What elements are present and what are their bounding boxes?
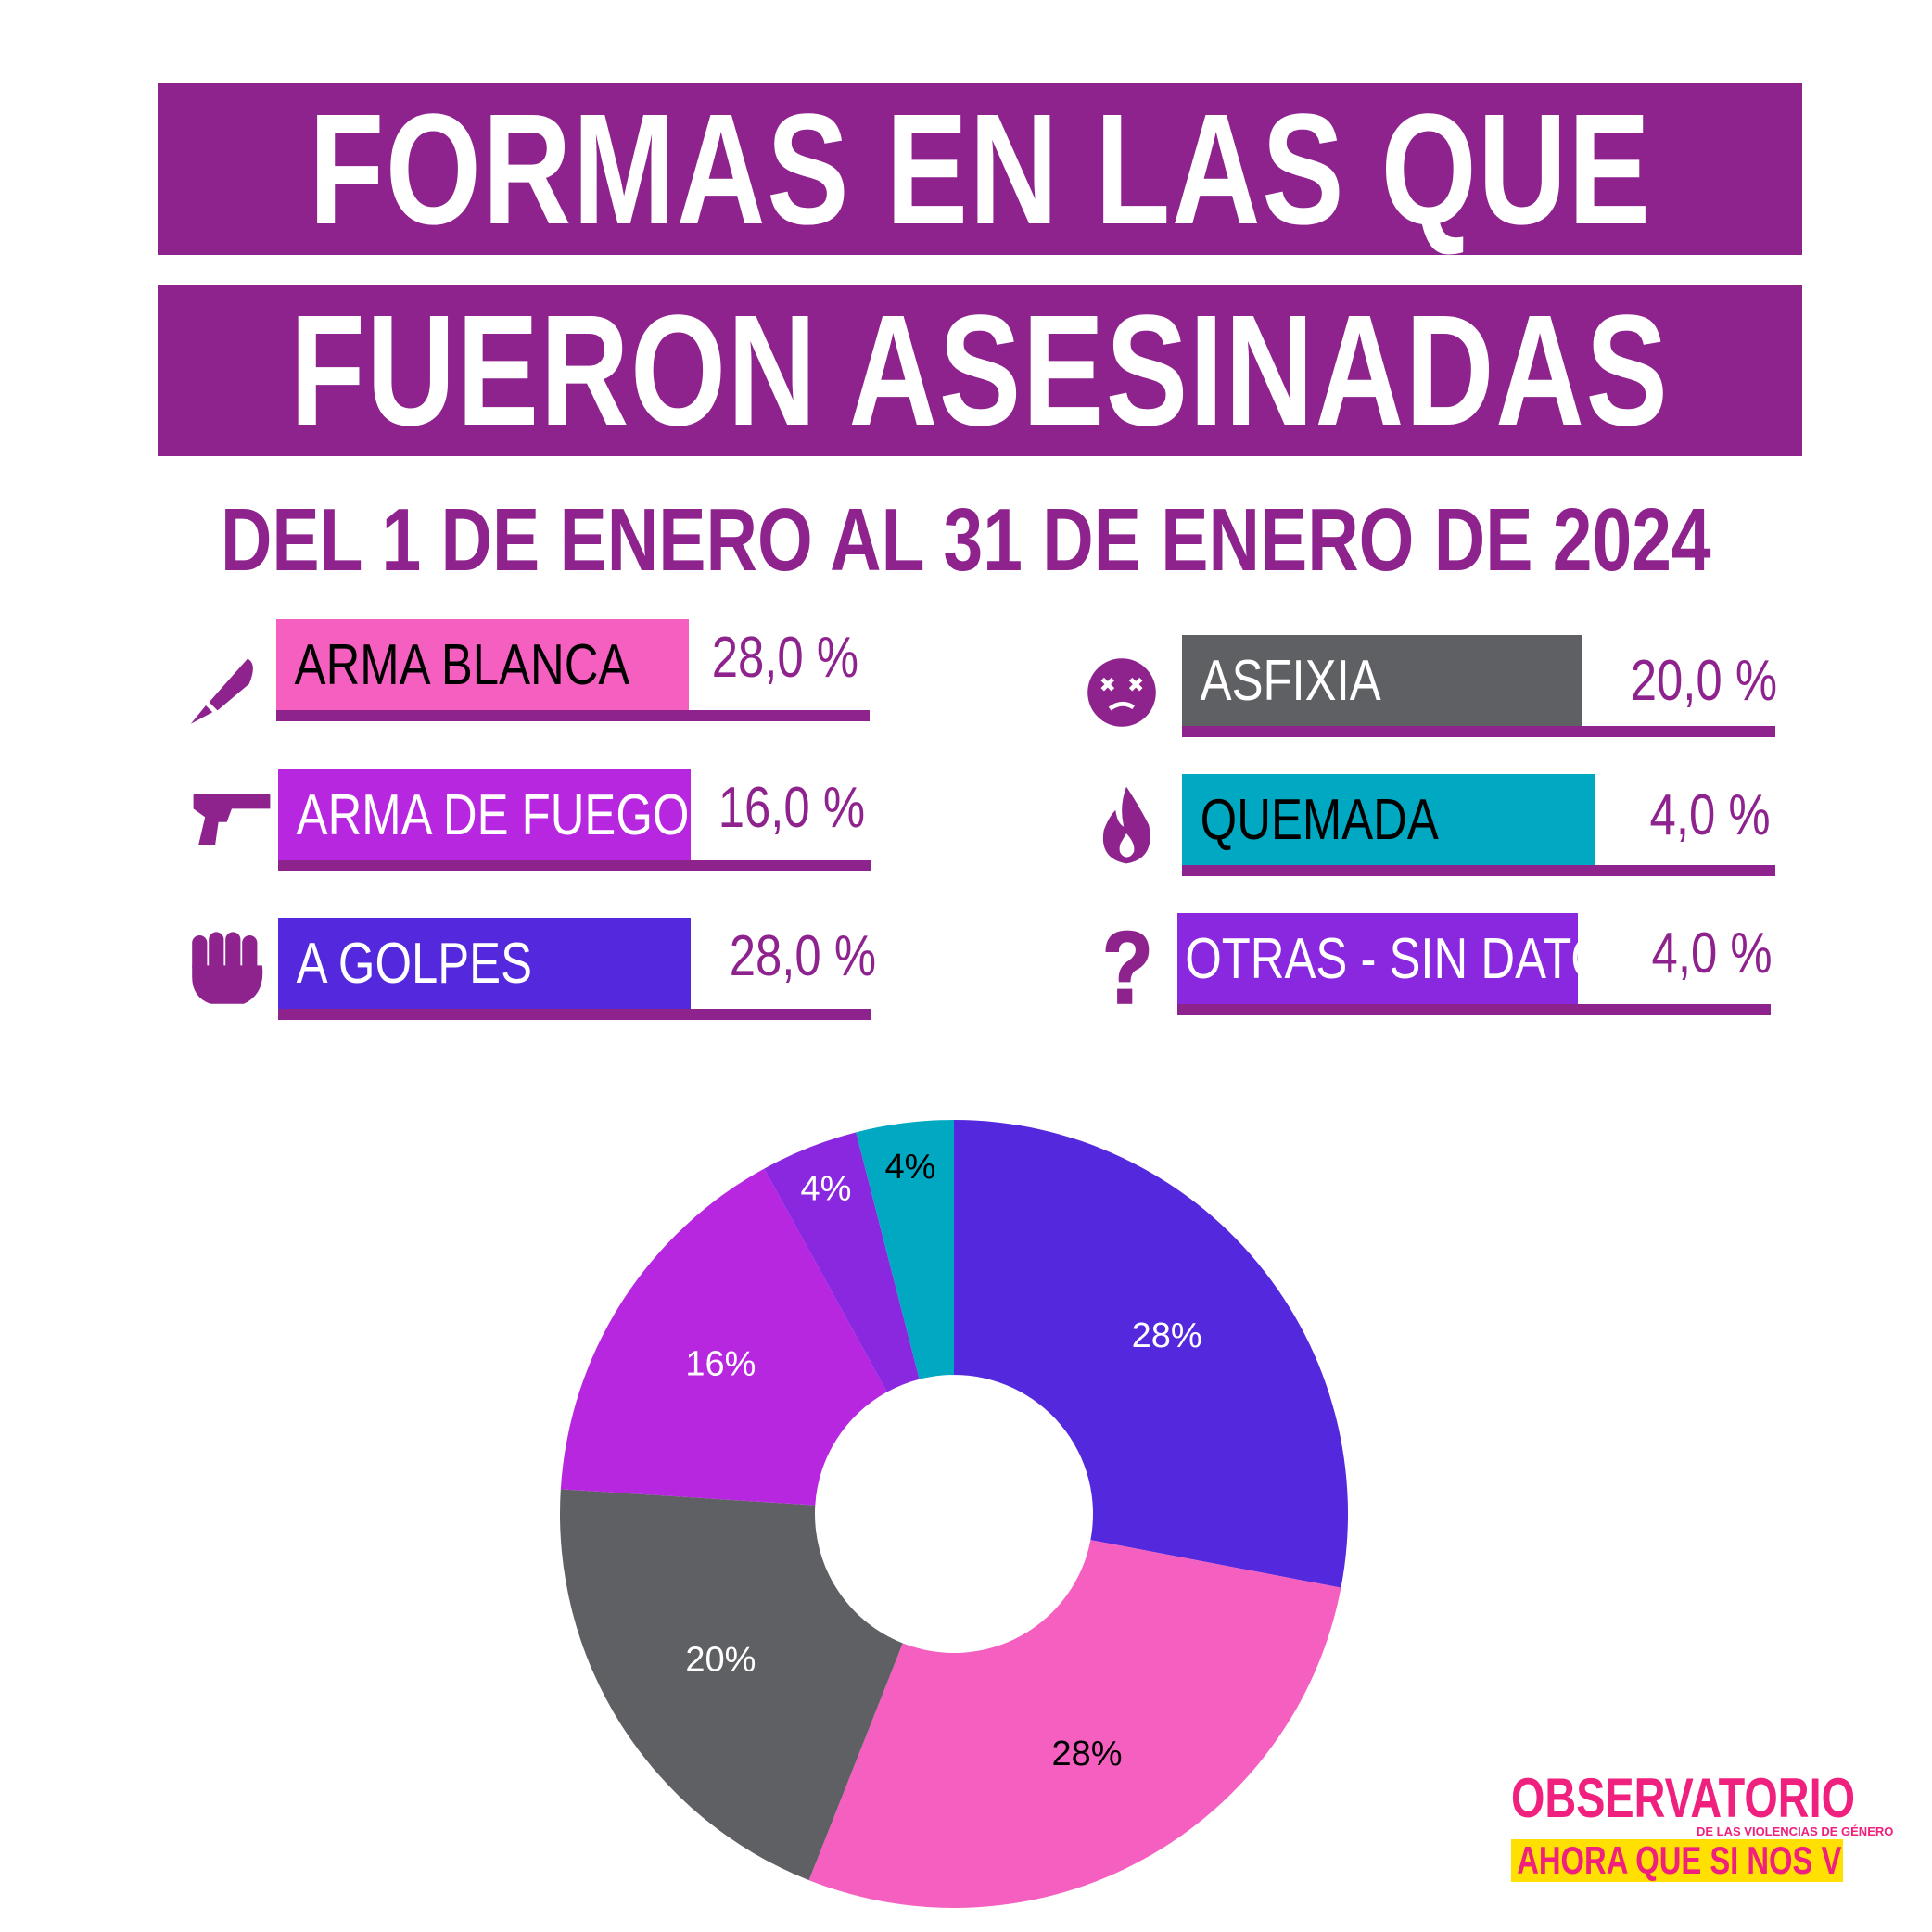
legend-percent: 4,0 % — [1651, 921, 1773, 985]
legend-row-otras-sin-datos: OTRAS - SIN DATOS 4,0 % — [1085, 913, 1780, 1015]
title-band-1: FORMAS EN LAS QUE — [158, 83, 1802, 255]
legend-percent: 28,0 % — [729, 923, 876, 988]
dizzy-face-icon — [1085, 655, 1159, 730]
logo-title: OBSERVATORIO — [1511, 1767, 1855, 1829]
legend-row-asfixia: ASFIXIA 20,0 % — [1085, 635, 1780, 737]
legend-label: A GOLPES — [296, 931, 533, 996]
legend-label: ARMA DE FUEGO — [296, 782, 690, 847]
slice-asfixia — [560, 1489, 903, 1881]
legend-percent: 28,0 % — [711, 625, 858, 690]
logo-slogan: AHORA QUE SI NOS VEN — [1511, 1839, 1843, 1882]
observatorio-logo: OBSERVATORIO DE LAS VIOLENCIAS DE GÉNERO… — [1511, 1771, 1893, 1882]
slice-arma-de-fuego — [560, 1168, 887, 1506]
subtitle: DEL 1 DE ENERO AL 31 DE ENERO DE 2024 — [0, 496, 1932, 585]
slice-label: 4% — [885, 1148, 936, 1187]
legend-underline — [278, 1009, 871, 1020]
legend-label: QUEMADA — [1200, 787, 1439, 852]
logo-subtitle: DE LAS VIOLENCIAS DE GÉNERO — [1697, 1824, 1894, 1838]
legend-label: ASFIXIA — [1200, 648, 1381, 713]
legend-underline — [278, 860, 871, 871]
slice-label: 28% — [1132, 1316, 1202, 1355]
legend-label-box: ARMA DE FUEGO — [278, 769, 691, 860]
slice-otras-sin-datos — [764, 1132, 920, 1392]
legend-percent: 4,0 % — [1649, 782, 1771, 847]
legend-label-box: A GOLPES — [278, 918, 691, 1009]
slice-quemada — [856, 1120, 954, 1379]
legend-underline — [1182, 726, 1775, 737]
question-icon — [1094, 927, 1159, 1010]
pistol-icon — [190, 779, 273, 862]
title-line-2: FUERON ASESINADAS — [290, 282, 1670, 459]
legend-underline — [276, 710, 870, 721]
slice-label: 16% — [685, 1344, 756, 1383]
knife-icon — [181, 647, 264, 731]
date-range: DEL 1 DE ENERO AL 31 DE ENERO DE 2024 — [221, 490, 1711, 590]
legend-underline — [1182, 865, 1775, 876]
legend-label: ARMA BLANCA — [294, 632, 630, 697]
title-band-2: FUERON ASESINADAS — [158, 285, 1802, 456]
legend-row-a-golpes: A GOLPES 28,0 % — [181, 918, 876, 1020]
slice-label: 20% — [685, 1641, 756, 1680]
legend-row-arma-de-fuego: ARMA DE FUEGO 16,0 % — [181, 769, 876, 871]
slice-arma-blanca — [808, 1540, 1341, 1908]
legend-percent: 16,0 % — [718, 775, 865, 840]
legend-label-box: QUEMADA — [1182, 774, 1595, 865]
legend-underline — [1177, 1004, 1771, 1015]
legend-percent: 20,0 % — [1630, 648, 1777, 713]
legend-label: OTRAS - SIN DATOS — [1185, 926, 1578, 991]
legend-label-box: ASFIXIA — [1182, 635, 1582, 726]
slice-label: 4% — [800, 1169, 851, 1208]
legend-label-box: OTRAS - SIN DATOS — [1177, 913, 1578, 1004]
legend-row-arma-blanca: ARMA BLANCA 28,0 % — [181, 619, 876, 724]
title-line-1: FORMAS EN LAS QUE — [308, 81, 1652, 258]
fist-icon — [185, 927, 269, 1010]
legend-row-quemada: QUEMADA 4,0 % — [1085, 774, 1780, 876]
legend-label-box: ARMA BLANCA — [276, 619, 689, 710]
slice-label: 28% — [1052, 1735, 1123, 1773]
fire-icon — [1094, 783, 1159, 867]
slice-a-golpes — [954, 1120, 1348, 1588]
